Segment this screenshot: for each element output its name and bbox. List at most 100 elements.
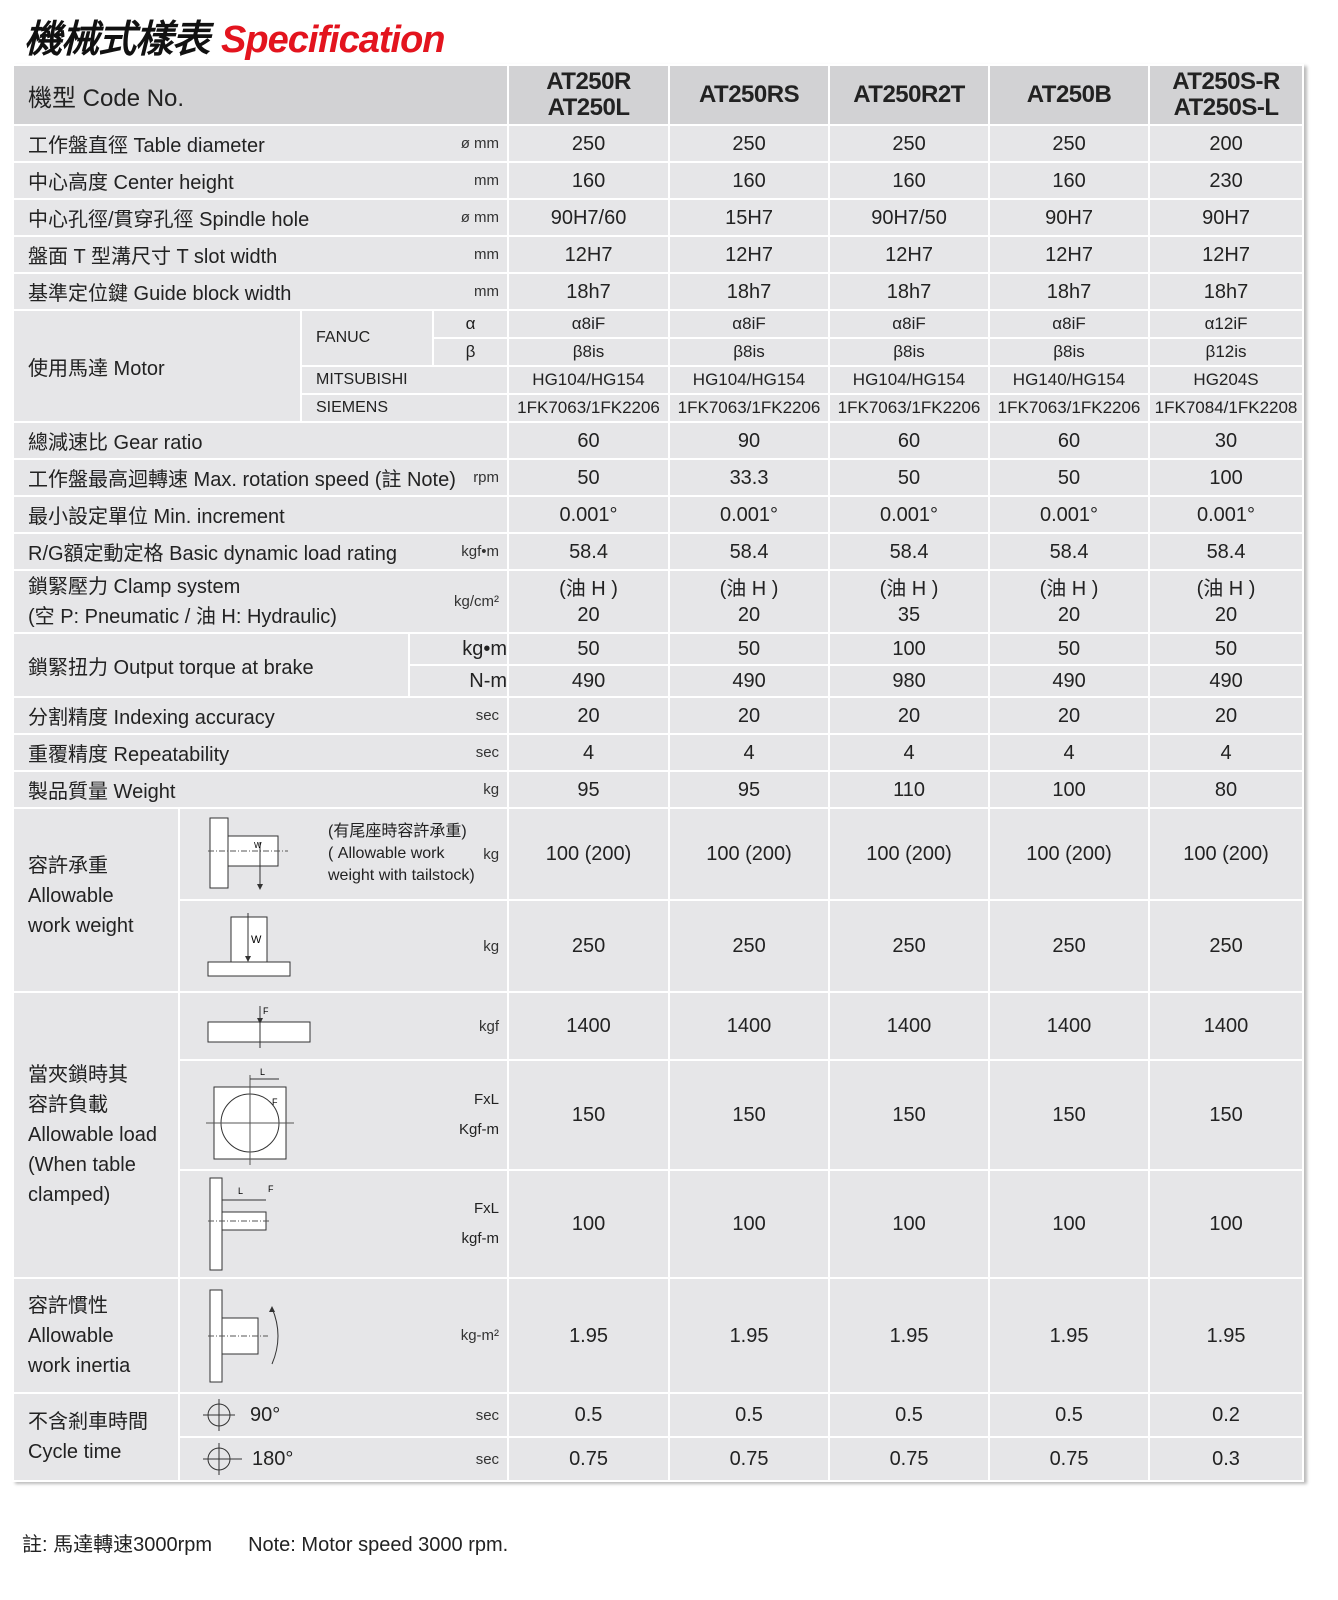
footnote-cn: 註: 馬達轉速3000rpm — [22, 1534, 213, 1556]
value-cell: 95 — [507, 770, 671, 809]
unit: kg•m — [407, 632, 510, 666]
unit: rpm — [473, 469, 500, 486]
value-cell: 490 — [988, 664, 1151, 698]
value-cell: 100 — [988, 770, 1151, 809]
value-cell: 230 — [1148, 161, 1305, 200]
spec-row: R/G額定動定格 Basic dynamic load rating kgf•m 5… — [11, 532, 1305, 571]
value-cell: 60 — [988, 421, 1151, 460]
unit: sec — [475, 1406, 500, 1424]
value-cell: 250 — [828, 899, 991, 993]
svg-text:L: L — [238, 1186, 243, 1196]
value-cell: 250 — [1148, 899, 1305, 993]
value-cell: 60 — [507, 421, 671, 460]
value-cell: 1.95 — [988, 1277, 1151, 1394]
spec-row: 製品質量 Weight kg 95 95 110 100 80 — [11, 770, 1305, 809]
motor-row-alpha: 使用馬達 Motor FANUC α α8iF α8iF α8iF α8iF α12iF — [12, 309, 1305, 423]
value-cell: 490 — [1148, 664, 1305, 698]
value-cell: 1400 — [1148, 991, 1305, 1061]
row-label: 分割精度 Indexing accuracy — [28, 707, 275, 729]
value-cell: 100 — [1148, 458, 1305, 497]
value-cell: 90H7/50 — [828, 198, 991, 237]
value-cell: 50 — [668, 632, 831, 666]
row-label: 基準定位鍵 Guide block width — [28, 283, 292, 305]
value-cell: 250 — [828, 124, 991, 163]
unit: kgf — [479, 1017, 500, 1035]
value-cell: 15H7 — [668, 198, 831, 237]
work-weight-label: 容許承重 Allowable work weight — [12, 807, 180, 993]
motor-row-beta: β β8is β8is β8is β8is β12is — [13, 337, 1305, 367]
spec-row: 重覆精度 Repeatability sec 4 4 4 4 4 — [11, 733, 1305, 772]
title-en: Specification — [221, 19, 445, 61]
unit: mm — [474, 172, 500, 189]
unit: FxL kgf-m — [461, 1200, 500, 1247]
value-cell: 90H7 — [988, 198, 1151, 237]
spec-row: 盤面 T 型溝尺寸 T slot width mm 12H7 12H7 12H7 12H7… — [11, 235, 1305, 274]
spec-row: 中心孔徑/貫穿孔徑 Spindle hole ø mm 90H7/60 15H7 90H… — [11, 198, 1305, 237]
value-cell: 150 — [828, 1059, 991, 1171]
value-cell: HG140/HG154 — [988, 365, 1151, 395]
unit: sec — [475, 744, 500, 761]
value-cell: α8iF — [507, 309, 671, 339]
model-header: AT250RS — [668, 64, 831, 126]
value-cell: 0.75 — [828, 1436, 991, 1482]
cycle-row: 不含剎車時間 Cycle time 90° sec 0.5 0.5 0.5 0.5 0.… — [12, 1392, 1305, 1482]
value-cell: HG104/HG154 — [507, 365, 671, 395]
cycle-row: 180° sec 0.75 0.75 0.75 0.75 0.3 — [13, 1436, 1305, 1482]
spec-row: 最小設定單位 Min. increment 0.001° 0.001° 0.001° 0… — [11, 495, 1305, 534]
value-cell: 150 — [988, 1059, 1151, 1171]
tailstock-note: (有尾座時容許承重) ( Allowable work weight with … — [328, 823, 475, 884]
value-cell: 1400 — [988, 991, 1151, 1061]
svg-text:F: F — [268, 1184, 274, 1194]
value-cell: 0.5 — [668, 1392, 831, 1438]
value-cell: 0.001° — [668, 495, 831, 534]
model-header: AT250B — [988, 64, 1151, 126]
svg-text:W: W — [251, 934, 262, 946]
value-cell: 1FK7063/1FK2206 — [668, 393, 831, 423]
page-title: 機械式樣表 Specification — [24, 8, 446, 63]
value-cell: 0.75 — [507, 1436, 671, 1482]
unit: ø mm — [460, 135, 500, 152]
value-cell: 95 — [668, 770, 831, 809]
row-label: R/G額定動定格 Basic dynamic load rating — [28, 543, 398, 565]
inertia-row: 容許慣性 Allowable work inertia kg-m² 1.95 1.… — [12, 1277, 1305, 1394]
vertical-weight-diagram-icon: W — [207, 913, 291, 977]
work-weight-row: 容許承重 Allowable work weight W (有尾座時容許承重) … — [12, 807, 1305, 993]
value-cell: 250 — [507, 899, 671, 993]
value-cell: 18h7 — [988, 272, 1151, 311]
cycle-label: 不含剎車時間 Cycle time — [12, 1392, 180, 1482]
value-cell: 0.5 — [507, 1392, 671, 1438]
value-cell: 160 — [507, 161, 671, 200]
unit: sec — [475, 1450, 500, 1468]
value-cell: 12H7 — [1148, 235, 1305, 274]
unit: mm — [474, 283, 500, 300]
model-header: AT250S-R AT250S-L — [1148, 64, 1305, 126]
value-cell: HG104/HG154 — [828, 365, 991, 395]
value-cell: 60 — [828, 421, 991, 460]
value-cell: 1FK7084/1FK2208 — [1148, 393, 1305, 423]
value-cell: 12H7 — [507, 235, 671, 274]
model-header: AT250R AT250L — [507, 64, 671, 126]
value-cell: 80 — [1148, 770, 1305, 809]
value-cell: 90H7/60 — [507, 198, 671, 237]
load-label: 當夾鎖時其 容許負載 Allowable load (When table cl… — [12, 991, 180, 1279]
value-cell: 18h7 — [668, 272, 831, 311]
value-cell: β8is — [668, 337, 831, 367]
row-label: 工作盤最高迴轉速 Max. rotation speed (註 Note) — [28, 469, 456, 491]
svg-text:F: F — [272, 1097, 278, 1107]
unit: FxL Kgf-m — [459, 1091, 500, 1138]
value-cell: 250 — [988, 124, 1151, 163]
value-cell: 0.001° — [507, 495, 671, 534]
value-cell: 1.95 — [668, 1277, 831, 1394]
value-cell: 50 — [507, 458, 671, 497]
value-cell: 100 (200) — [507, 807, 671, 901]
value-cell: β12is — [1148, 337, 1305, 367]
inertia-label: 容許慣性 Allowable work inertia — [12, 1277, 180, 1394]
value-cell: (油 H ) 35 — [828, 569, 991, 634]
value-cell: 110 — [828, 770, 991, 809]
unit: kg — [483, 781, 500, 798]
value-cell: (油 H ) 20 — [507, 569, 671, 634]
axial-load-diagram-icon: F — [207, 1006, 311, 1048]
